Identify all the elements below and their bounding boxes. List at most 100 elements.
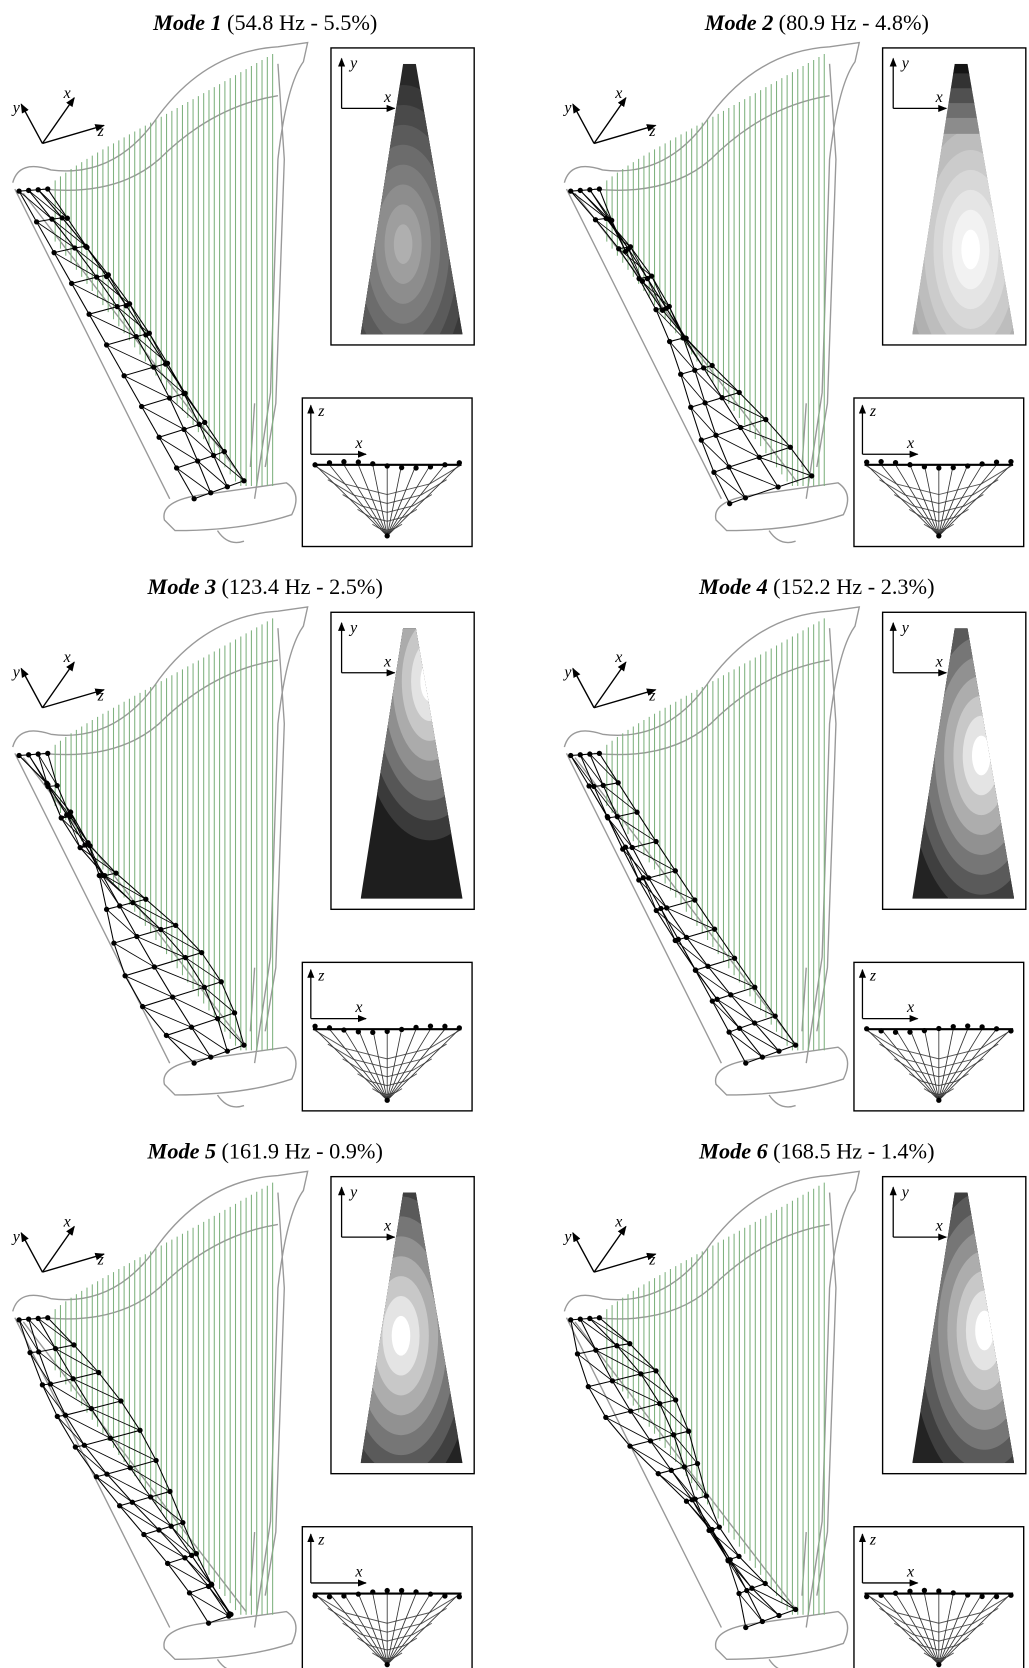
mesh-edge xyxy=(18,1319,40,1353)
mesh-edge xyxy=(135,336,155,368)
mesh-edge xyxy=(123,366,154,377)
mesh-node xyxy=(201,984,207,990)
mesh-node xyxy=(921,1587,928,1594)
side-mesh xyxy=(386,1593,460,1665)
mesh-edge xyxy=(674,940,709,967)
mesh-node xyxy=(907,1029,913,1035)
mesh-node xyxy=(68,280,75,287)
mesh-edge xyxy=(730,994,756,1024)
mesh-edge xyxy=(745,486,779,499)
mesh-edge xyxy=(707,965,755,988)
mesh-node xyxy=(39,1382,46,1388)
mesh-edge xyxy=(84,1444,131,1469)
mesh-edge xyxy=(758,457,779,488)
mesh-edge xyxy=(18,1319,31,1353)
mesh-edge xyxy=(617,782,638,813)
mesh-edge xyxy=(158,436,198,462)
axis-label: z xyxy=(317,1532,324,1549)
mesh-node xyxy=(658,905,664,912)
mesh-edge xyxy=(29,1352,51,1385)
mesh-edge xyxy=(696,1463,707,1497)
mesh-edge xyxy=(84,844,106,876)
mesh-node xyxy=(156,434,162,440)
mesh-node xyxy=(716,1524,722,1530)
mesh-edge xyxy=(96,276,118,307)
mesh-node xyxy=(950,1024,956,1030)
mesh-edge xyxy=(113,936,137,944)
mesh-node xyxy=(121,373,127,379)
mesh-edge xyxy=(694,370,706,404)
mesh-node xyxy=(45,186,51,192)
mesh-edge xyxy=(599,1317,631,1345)
contour-level xyxy=(393,224,413,265)
mesh-edge xyxy=(208,1586,230,1617)
mesh-node xyxy=(72,245,78,251)
mesh-edge xyxy=(617,811,638,818)
mesh-edge xyxy=(47,188,68,219)
mesh-edge xyxy=(167,1563,209,1587)
mesh-edge xyxy=(145,898,177,926)
mesh-node xyxy=(442,1593,448,1599)
mesh-node xyxy=(182,1555,188,1561)
mesh-edge xyxy=(714,928,735,959)
mesh-node xyxy=(647,1438,654,1444)
axis-label: z xyxy=(869,967,876,984)
mesh-edge xyxy=(595,1349,642,1375)
mesh-node xyxy=(600,782,606,789)
mesh-edge xyxy=(730,986,755,996)
mesh-node xyxy=(67,809,74,815)
mesh-node xyxy=(620,846,626,852)
mesh-node xyxy=(719,395,725,401)
axis-label: y xyxy=(348,55,358,72)
mesh-edge xyxy=(754,1015,776,1024)
mesh-edge xyxy=(666,907,715,930)
side-mesh xyxy=(866,1593,940,1665)
mesh-node xyxy=(35,751,41,757)
mesh-edge xyxy=(707,965,732,996)
axis-label: x xyxy=(383,89,391,106)
mesh-edge xyxy=(55,1344,75,1350)
mesh-edge xyxy=(116,306,137,337)
side-mesh xyxy=(329,1028,388,1101)
mesh-edge xyxy=(704,402,741,428)
mesh-node xyxy=(936,465,942,471)
mesh-edge xyxy=(647,278,663,311)
mode-panel: Mode 5 (161.9 Hz - 0.9%) y x z y x z x xyxy=(11,1139,475,1668)
mesh-node xyxy=(809,473,815,479)
mesh-edge xyxy=(110,1437,157,1461)
mesh-node xyxy=(692,367,698,373)
mesh-node xyxy=(182,954,189,961)
mesh-edge xyxy=(158,1529,192,1556)
axis-label: x xyxy=(935,89,943,106)
side-mesh xyxy=(386,1028,460,1101)
mesh-edge xyxy=(191,1026,212,1058)
mesh-node xyxy=(384,533,390,539)
mesh-edge xyxy=(593,786,609,819)
mesh-node xyxy=(993,459,1000,465)
panel-title: Mode 4 (152.2 Hz - 2.3%) xyxy=(698,574,934,599)
mesh-edge xyxy=(53,252,97,278)
mesh-edge xyxy=(153,966,174,998)
mesh-edge xyxy=(132,902,176,926)
mode-detail: (152.2 Hz - 2.3%) xyxy=(773,574,934,599)
mesh-node xyxy=(456,1594,462,1600)
mesh-edge xyxy=(130,1460,157,1469)
mesh-edge xyxy=(41,1384,58,1417)
harp-soundboard xyxy=(565,753,799,1064)
mesh-edge xyxy=(729,1559,748,1591)
mesh-edge xyxy=(88,313,137,338)
mode-panel: Mode 1 (54.8 Hz - 5.5%) y x z y x z x xyxy=(11,10,475,548)
mesh-edge xyxy=(150,1496,172,1527)
mesh-node xyxy=(622,248,629,254)
side-mesh xyxy=(938,464,983,537)
mesh-edge xyxy=(143,1534,169,1564)
mesh-edge xyxy=(132,1501,172,1527)
contour-level xyxy=(971,735,991,776)
mesh-node xyxy=(688,404,694,410)
side-mesh xyxy=(866,1028,940,1101)
mesh-node xyxy=(736,1553,742,1559)
mesh-edge xyxy=(715,434,760,458)
axis-label: x xyxy=(614,649,622,666)
mesh-edge xyxy=(673,1434,685,1468)
